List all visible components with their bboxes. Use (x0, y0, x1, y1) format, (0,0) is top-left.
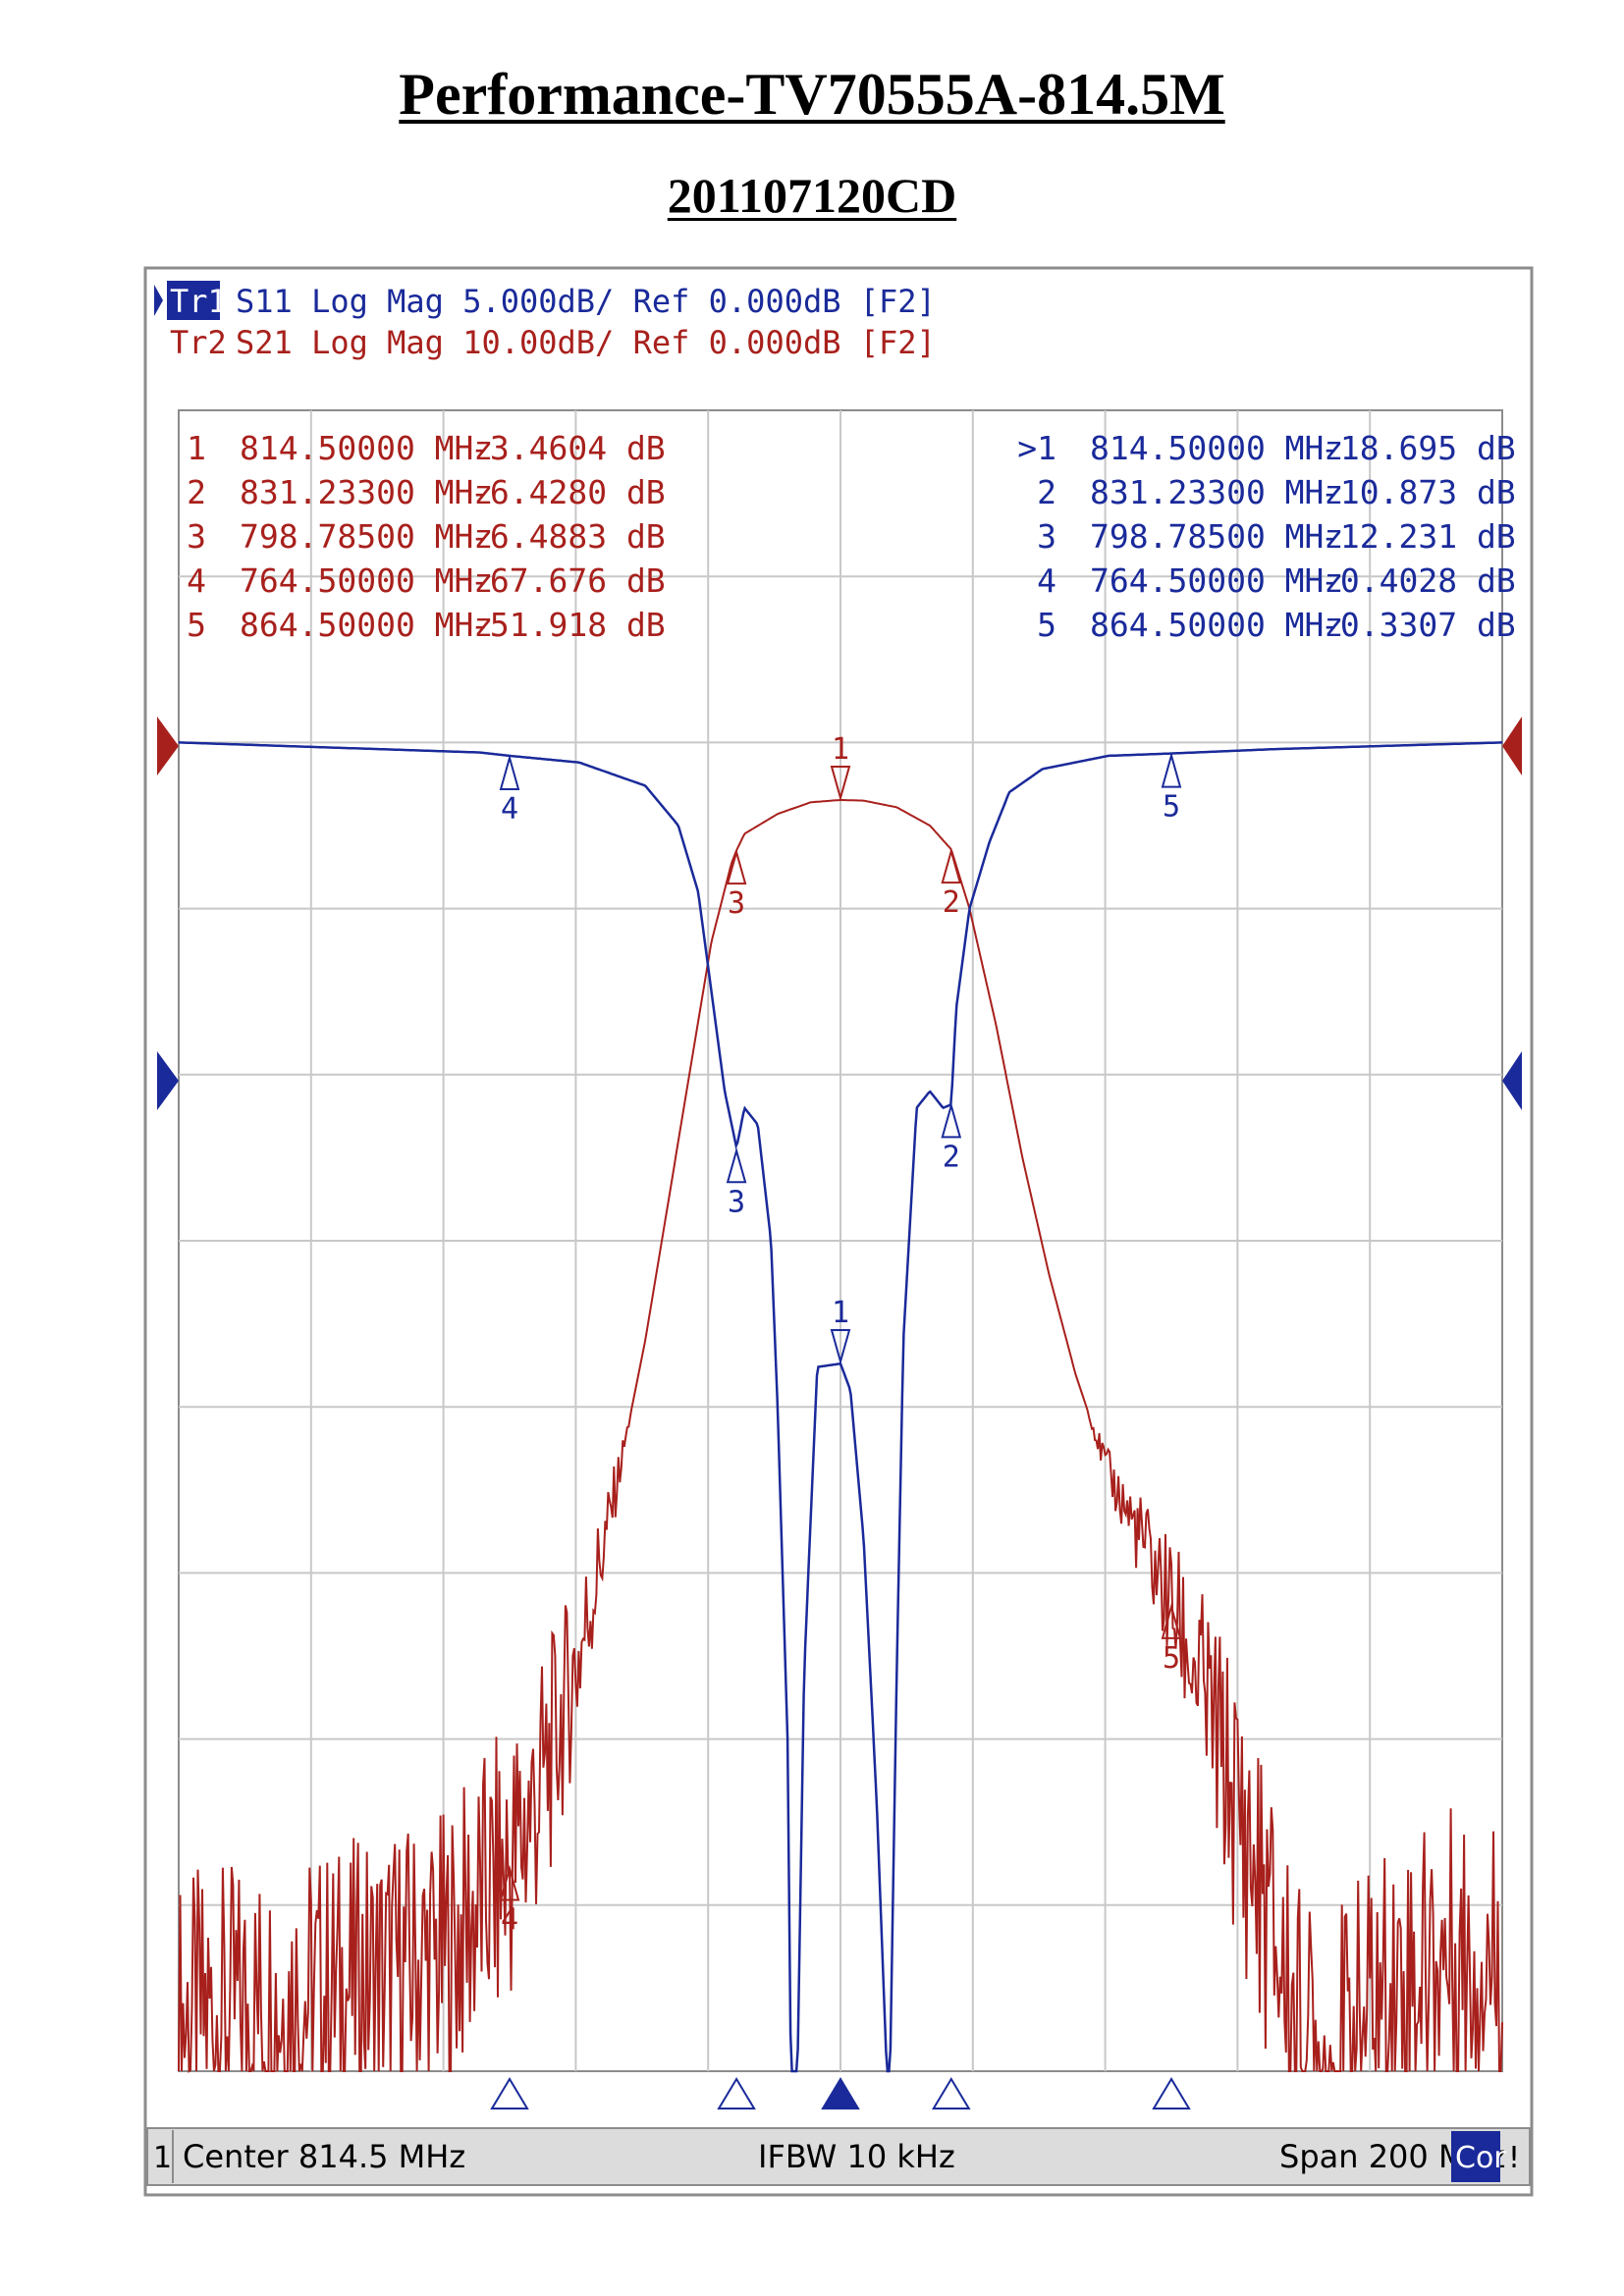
marker-glyph[interactable] (941, 847, 962, 884)
marker-readout-label: 2 (1037, 473, 1056, 511)
alert-indicator[interactable]: ! (1508, 2141, 1520, 2175)
marker-readout-freq: 764.50000 MHz (240, 561, 493, 600)
marker-glyph-label: 3 (728, 886, 745, 921)
center-frequency[interactable]: Center 814.5 MHz (183, 2138, 465, 2175)
tr1-settings[interactable]: S11 Log Mag 5.000dB/ Ref 0.000dB [F2] (236, 283, 936, 320)
marker-readout-freq: 864.50000 MHz (240, 606, 493, 644)
marker-readout-freq: 814.50000 MHz (240, 429, 493, 467)
marker-glyph-label: 1 (832, 732, 849, 767)
marker-position-icon[interactable] (1152, 2077, 1191, 2109)
marker-glyph[interactable] (1161, 1603, 1182, 1639)
marker-readout-label: 1 (187, 429, 206, 467)
marker-readout-freq: 831.23300 MHz (1090, 473, 1343, 511)
marker-readout-value: -10.873 dB (1321, 473, 1516, 511)
marker-glyph-label: 5 (1163, 790, 1180, 825)
marker-glyph-label: 5 (1163, 1641, 1180, 1676)
tr2-name[interactable]: Tr2 (170, 324, 227, 361)
document-title: Performance-TV70555A-814.5M (399, 62, 1225, 127)
marker-readout-freq: 864.50000 MHz (1090, 606, 1343, 644)
marker-readout-label: 3 (187, 517, 206, 556)
marker-readout-label: 4 (1037, 561, 1056, 600)
s21-ref-pointer-right-icon[interactable] (1502, 717, 1522, 775)
marker-readout-label: 5 (1037, 606, 1056, 644)
tr1-name[interactable]: Tr1 (170, 283, 227, 320)
marker-glyph-label: 4 (501, 1902, 518, 1937)
s11-ref-pointer-right-icon[interactable] (1502, 1051, 1522, 1110)
marker-glyph[interactable] (726, 848, 747, 885)
cor-label: Cor (1455, 2141, 1506, 2175)
active-marker-glyph[interactable] (830, 1329, 851, 1365)
marker-glyph[interactable] (1161, 751, 1182, 788)
marker-glyph-label: 4 (501, 792, 518, 827)
active-marker-glyph[interactable] (830, 765, 851, 802)
s11-ref-pointer-left-icon[interactable] (157, 1051, 179, 1110)
marker-glyph-label: 1 (832, 1296, 849, 1330)
marker-readout-label: 4 (187, 561, 206, 600)
marker-readout-value: -51.918 dB (470, 606, 666, 644)
marker-readout-value: -18.695 dB (1321, 429, 1516, 467)
trace-markers: 1 2 3 4 5 1 2 3 4 5 (499, 732, 1182, 1937)
marker-readout-freq: 764.50000 MHz (1090, 561, 1343, 600)
s21-ref-pointer-left-icon[interactable] (157, 717, 179, 775)
plot-grid (179, 410, 1502, 2071)
marker-readout-freq: 831.23300 MHz (240, 473, 493, 511)
marker-readout-value: -3.4604 dB (470, 429, 666, 467)
ifbw-setting[interactable]: IFBW 10 kHz (758, 2138, 955, 2175)
s21-marker-table: 1 814.50000 MHz-3.4604 dB2 831.23300 MHz-6… (187, 429, 666, 644)
marker-position-icon[interactable] (717, 2077, 756, 2109)
marker-glyph[interactable] (499, 754, 520, 791)
marker-readout-freq: 814.50000 MHz (1090, 429, 1343, 467)
s11-marker-table: >1 814.50000 MHz-18.695 dB2 831.23300 MHz-… (1017, 429, 1515, 644)
tr1-highlight (167, 281, 220, 320)
active-trace-pointer-icon (154, 285, 163, 316)
marker-readout-label: 3 (1037, 517, 1056, 556)
marker-glyph-label: 3 (728, 1185, 745, 1219)
marker-readout-label: >1 (1017, 429, 1056, 467)
marker-readout-label: 2 (187, 473, 206, 511)
channel-number[interactable]: 1 (153, 2141, 172, 2175)
marker-glyph[interactable] (499, 1864, 520, 1901)
marker-glyph[interactable] (726, 1147, 747, 1184)
marker-glyph[interactable] (941, 1101, 962, 1139)
marker-readout-freq: 798.78500 MHz (240, 517, 493, 556)
marker-readout-value: -6.4280 dB (470, 473, 666, 511)
marker-glyph-label: 2 (943, 885, 960, 920)
marker-readout-freq: 798.78500 MHz (1090, 517, 1343, 556)
marker-readout-value: -0.4028 dB (1321, 561, 1516, 600)
marker-position-icon[interactable] (932, 2077, 971, 2109)
active-marker-position-icon[interactable] (821, 2077, 860, 2109)
marker-position-icon[interactable] (490, 2077, 529, 2109)
marker-readout-value: -67.676 dB (470, 561, 666, 600)
marker-readout-label: 5 (187, 606, 206, 644)
marker-position-bar (490, 2077, 1191, 2109)
document-subtitle: 201107120CD (667, 168, 957, 223)
marker-glyph-label: 2 (943, 1140, 960, 1174)
tr2-settings[interactable]: S21 Log Mag 10.00dB/ Ref 0.000dB [F2] (236, 324, 936, 361)
marker-readout-value: -12.231 dB (1321, 517, 1516, 556)
marker-readout-value: -6.4883 dB (470, 517, 666, 556)
status-bar (146, 2127, 1531, 2186)
cor-badge[interactable] (1451, 2131, 1500, 2182)
marker-readout-value: -0.3307 dB (1321, 606, 1516, 644)
